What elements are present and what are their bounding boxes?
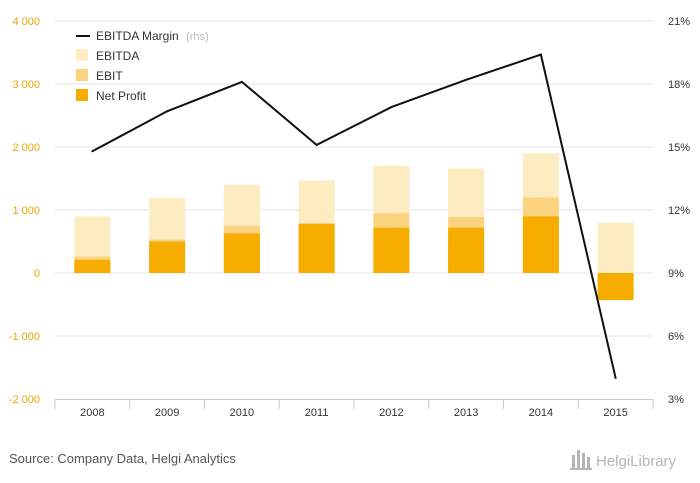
right-tick-label: 15% bbox=[668, 142, 690, 154]
gridlines bbox=[55, 20, 653, 337]
x-tick-label: 2015 bbox=[603, 407, 627, 419]
legend-label-margin: EBITDA Margin (rhs) bbox=[96, 29, 209, 43]
bar-net-profit bbox=[74, 259, 111, 273]
x-axis-ticks: 2008 2009 2010 2011 2012 2013 2014 2015 bbox=[80, 407, 628, 419]
bar-net-profit bbox=[448, 227, 485, 273]
line-point bbox=[166, 110, 169, 113]
right-tick-label: 18% bbox=[668, 79, 690, 91]
left-tick-label: -1 000 bbox=[9, 331, 40, 343]
line-point bbox=[539, 53, 542, 56]
right-tick-label: 3% bbox=[668, 394, 684, 406]
x-tick-label: 2008 bbox=[80, 407, 104, 419]
margin-line bbox=[91, 53, 617, 379]
x-tick-label: 2009 bbox=[155, 407, 179, 419]
legend-label-ebit: EBIT bbox=[96, 69, 123, 83]
x-tick-label: 2012 bbox=[379, 407, 403, 419]
source-text: Source: Company Data, Helgi Analytics bbox=[9, 451, 236, 466]
bar-net-profit bbox=[522, 216, 559, 273]
left-axis-ticks: -2 000 -1 000 0 1 000 2 000 3 000 4 000 bbox=[9, 16, 40, 406]
bars bbox=[74, 153, 634, 301]
left-tick-label: 0 bbox=[34, 268, 40, 280]
legend-swatch-ebitda bbox=[76, 49, 88, 61]
left-tick-label: 2 000 bbox=[12, 142, 40, 154]
right-axis-ticks: 3% 6% 9% 12% 15% 18% 21% bbox=[668, 16, 690, 406]
right-tick-label: 21% bbox=[668, 16, 690, 28]
bar-ebitda bbox=[597, 222, 634, 273]
line-point bbox=[614, 377, 617, 379]
left-tick-label: -2 000 bbox=[9, 394, 40, 406]
line-point bbox=[390, 106, 393, 109]
right-tick-label: 12% bbox=[668, 205, 690, 217]
line-point bbox=[315, 143, 318, 146]
legend-swatch-ebit bbox=[76, 69, 88, 81]
line-point bbox=[465, 78, 468, 81]
legend-label-net-profit: Net Profit bbox=[96, 89, 147, 103]
helgi-library-icon bbox=[570, 450, 592, 470]
line-point bbox=[91, 150, 94, 153]
x-tick-label: 2013 bbox=[454, 407, 478, 419]
line-point bbox=[240, 80, 243, 83]
line-ebitda-margin bbox=[91, 53, 617, 379]
left-tick-label: 4 000 bbox=[12, 16, 40, 28]
left-tick-label: 1 000 bbox=[12, 205, 40, 217]
bar-net-profit bbox=[597, 273, 634, 301]
x-tick-label: 2014 bbox=[529, 407, 553, 419]
brand-name: HelgiLibrary bbox=[596, 453, 677, 470]
x-tick-label: 2010 bbox=[230, 407, 254, 419]
bar-net-profit bbox=[373, 227, 410, 273]
helgi-library-logo: HelgiLibrary bbox=[570, 450, 677, 470]
bar-net-profit bbox=[298, 223, 335, 273]
x-tick-label: 2011 bbox=[305, 407, 329, 419]
x-axis bbox=[54, 399, 654, 409]
legend: EBITDA Margin (rhs) EBITDA EBIT Net Prof… bbox=[76, 29, 209, 103]
legend-label-ebitda: EBITDA bbox=[96, 49, 139, 63]
right-tick-label: 9% bbox=[668, 268, 684, 280]
right-tick-label: 6% bbox=[668, 331, 684, 343]
bar-net-profit bbox=[223, 233, 260, 273]
legend-swatch-net-profit bbox=[76, 89, 88, 101]
bar-net-profit bbox=[149, 241, 186, 273]
left-tick-label: 3 000 bbox=[12, 79, 40, 91]
